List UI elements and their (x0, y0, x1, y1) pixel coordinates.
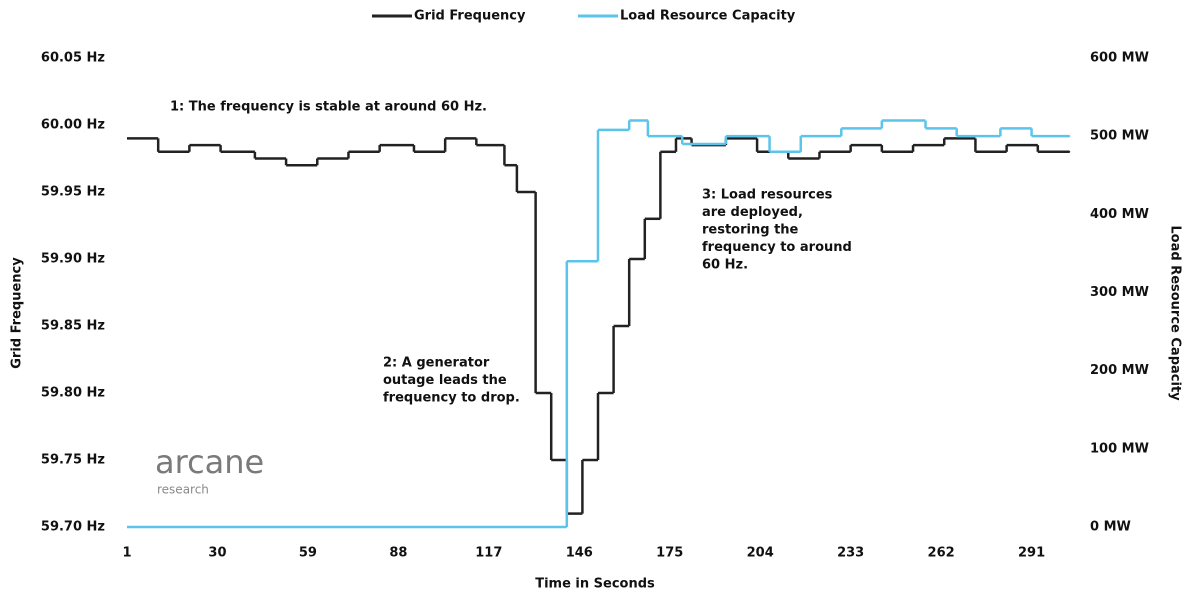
y-tick-label: 59.85 Hz (41, 319, 105, 334)
y-axis-title: Grid Frequency (10, 257, 25, 369)
y-tick-label: 59.90 Hz (41, 252, 105, 267)
y-tick-label: 60.05 Hz (41, 51, 105, 66)
x-tick-label: 88 (389, 546, 407, 561)
x-axis-title: Time in Seconds (535, 577, 655, 592)
y2-tick-label: 400 MW (1090, 207, 1149, 222)
x-tick-label: 30 (208, 546, 226, 561)
legend-label: Load Resource Capacity (620, 9, 796, 24)
annotation: are deployed, (702, 205, 803, 220)
x-tick-label: 146 (566, 546, 593, 561)
annotation: outage leads the (383, 373, 507, 388)
point (1067, 134, 1071, 138)
annotation: 1: The frequency is stable at around 60 … (170, 100, 487, 115)
annotation: frequency to around (702, 240, 852, 255)
y2-tick-label: 500 MW (1090, 129, 1149, 144)
annotation: 60 Hz. (702, 258, 748, 273)
legend-label: Grid Frequency (414, 9, 526, 24)
y-tick-label: 59.95 Hz (41, 185, 105, 200)
y-tick-label: 59.80 Hz (41, 386, 105, 401)
y2-tick-label: 600 MW (1090, 51, 1149, 66)
x-tick-label: 262 (928, 546, 955, 561)
x-tick-label: 233 (837, 546, 864, 561)
y2-tick-label: 100 MW (1090, 441, 1149, 456)
y2-axis-title: Load Resource Capacity (1168, 225, 1183, 401)
y2-tick-label: 300 MW (1090, 285, 1149, 300)
x-tick-label: 117 (475, 546, 502, 561)
y2-tick-label: 200 MW (1090, 363, 1149, 378)
y-tick-label: 60.00 Hz (41, 118, 105, 133)
x-tick-label: 1 (122, 546, 131, 561)
annotation: 3: Load resources (702, 188, 833, 203)
y2-tick-label: 0 MW (1090, 520, 1131, 535)
x-tick-label: 204 (747, 546, 774, 561)
logo-name: arcane (155, 443, 264, 481)
annotation: restoring the (702, 223, 799, 238)
annotation: frequency to drop. (383, 391, 520, 406)
point (1067, 150, 1071, 153)
y-tick-label: 59.75 Hz (41, 453, 105, 468)
x-tick-label: 291 (1018, 546, 1045, 561)
y-tick-label: 59.70 Hz (41, 520, 105, 535)
x-tick-label: 59 (299, 546, 317, 561)
x-tick-label: 175 (656, 546, 683, 561)
annotation: 2: A generator (383, 356, 490, 371)
logo-tagline: research (157, 483, 209, 497)
